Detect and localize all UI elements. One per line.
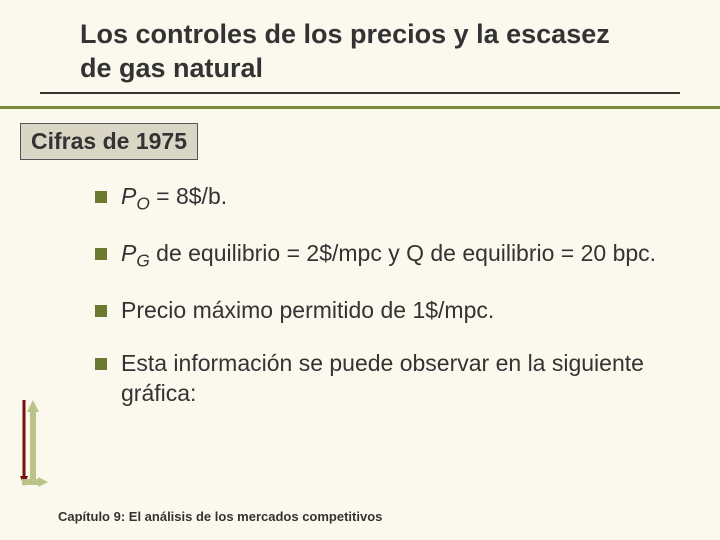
square-bullet-icon <box>95 248 107 260</box>
bullet-text: PG de equilibrio = 2$/mpc y Q de equilib… <box>121 239 660 272</box>
bullet-list: PO = 8$/b. PG de equilibrio = 2$/mpc y Q… <box>95 182 660 410</box>
list-item: Precio máximo permitido de 1$/mpc. <box>95 296 660 326</box>
divider-line <box>0 106 720 109</box>
bullet-text: PO = 8$/b. <box>121 182 660 215</box>
slide: Los controles de los precios y la escase… <box>0 0 720 540</box>
list-item: Esta información se puede observar en la… <box>95 349 660 409</box>
list-item: PG de equilibrio = 2$/mpc y Q de equilib… <box>95 239 660 272</box>
bullet-text: Precio máximo permitido de 1$/mpc. <box>121 296 660 326</box>
footer-text: Capítulo 9: El análisis de los mercados … <box>58 509 382 524</box>
slide-title: Los controles de los precios y la escase… <box>40 18 680 94</box>
square-bullet-icon <box>95 358 107 370</box>
arrow-decoration-icon <box>18 398 48 488</box>
bullet-text: Esta información se puede observar en la… <box>121 349 660 409</box>
list-item: PO = 8$/b. <box>95 182 660 215</box>
square-bullet-icon <box>95 191 107 203</box>
square-bullet-icon <box>95 305 107 317</box>
subtitle-box: Cifras de 1975 <box>20 123 198 160</box>
